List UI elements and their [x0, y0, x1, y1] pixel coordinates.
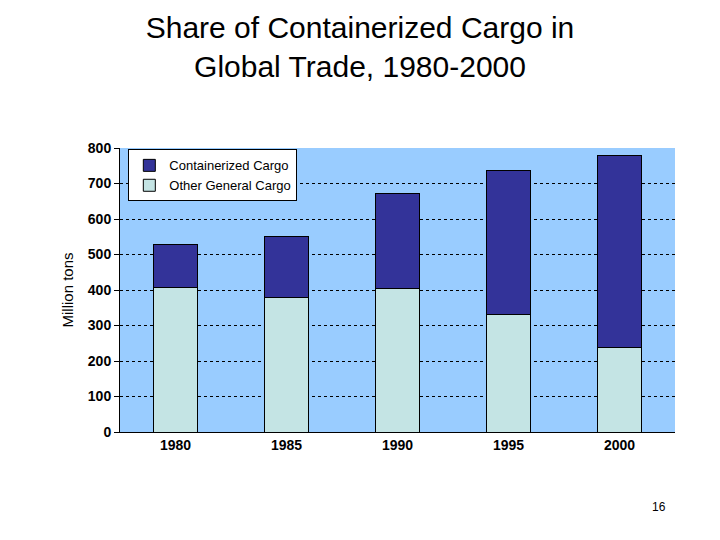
svg-text:0: 0 — [103, 424, 111, 440]
svg-text:200: 200 — [88, 353, 112, 369]
svg-text:700: 700 — [88, 175, 112, 191]
svg-text:1980: 1980 — [160, 437, 191, 453]
svg-text:100: 100 — [88, 388, 112, 404]
svg-text:1985: 1985 — [271, 437, 302, 453]
svg-text:Share of Containerized Cargo i: Share of Containerized Cargo inGlobal Tr… — [146, 11, 575, 83]
svg-text:300: 300 — [88, 317, 112, 333]
svg-text:400: 400 — [88, 282, 112, 298]
svg-text:600: 600 — [88, 211, 112, 227]
svg-text:800: 800 — [88, 140, 112, 156]
svg-text:Million tons: Million tons — [59, 252, 76, 327]
svg-text:Other General Cargo: Other General Cargo — [169, 178, 290, 193]
svg-text:Containerized Cargo: Containerized Cargo — [169, 158, 288, 173]
svg-text:1995: 1995 — [493, 437, 524, 453]
svg-text:500: 500 — [88, 246, 112, 262]
svg-text:2000: 2000 — [604, 437, 635, 453]
svg-text:16: 16 — [652, 500, 666, 514]
svg-text:1990: 1990 — [382, 437, 413, 453]
